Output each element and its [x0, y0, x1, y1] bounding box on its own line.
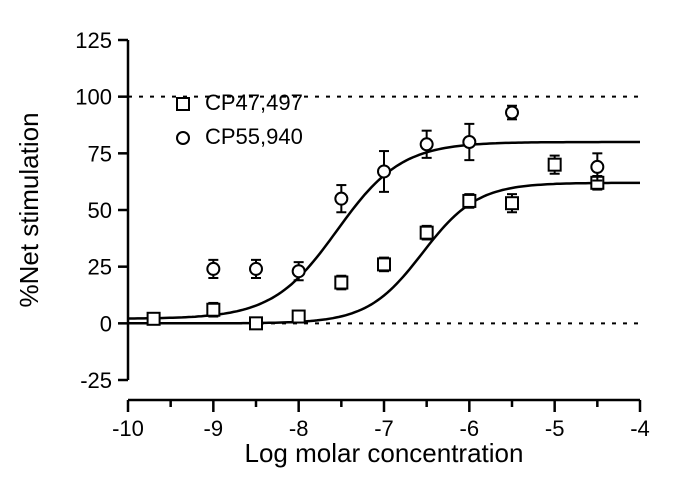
chart-svg: -250255075100125-10-9-8-7-6-5-4Log molar…	[0, 0, 700, 503]
data-point-circle	[378, 165, 390, 177]
legend-label: CP47,497	[205, 90, 303, 115]
y-tick-label: 0	[100, 311, 112, 336]
dose-response-chart: -250255075100125-10-9-8-7-6-5-4Log molar…	[0, 0, 700, 503]
y-axis-label: %Net stimulation	[14, 112, 44, 307]
data-point-circle	[421, 138, 433, 150]
data-point-circle	[293, 265, 305, 277]
data-point-circle	[335, 193, 347, 205]
data-point-circle	[250, 263, 262, 275]
data-point-circle	[591, 161, 603, 173]
x-tick-label: -5	[545, 416, 565, 441]
y-tick-label: 25	[88, 255, 112, 280]
y-tick-label: -25	[80, 368, 112, 393]
data-point-square	[463, 195, 475, 207]
data-point-square	[421, 227, 433, 239]
legend-marker-square	[177, 98, 189, 110]
data-point-square	[378, 258, 390, 270]
fit-curve	[128, 183, 640, 323]
x-axis-label: Log molar concentration	[245, 438, 524, 468]
data-point-square	[335, 277, 347, 289]
data-point-square	[250, 317, 262, 329]
x-tick-label: -10	[112, 416, 144, 441]
y-tick-label: 100	[75, 85, 112, 110]
data-point-square	[148, 313, 160, 325]
legend-label: CP55,940	[205, 124, 303, 149]
y-tick-label: 50	[88, 198, 112, 223]
data-point-circle	[506, 107, 518, 119]
x-tick-label: -9	[204, 416, 224, 441]
legend-marker-circle	[177, 132, 189, 144]
y-tick-label: 125	[75, 28, 112, 53]
y-tick-label: 75	[88, 141, 112, 166]
data-point-square	[506, 197, 518, 209]
x-tick-label: -4	[630, 416, 650, 441]
data-point-circle	[463, 136, 475, 148]
data-point-circle	[207, 263, 219, 275]
data-point-square	[549, 159, 561, 171]
data-point-square	[293, 311, 305, 323]
data-point-square	[207, 304, 219, 316]
